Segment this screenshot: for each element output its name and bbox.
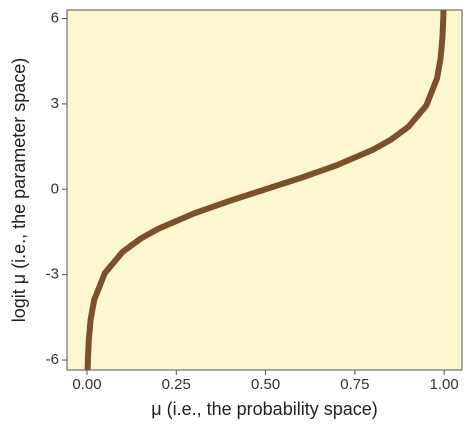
plot-area bbox=[84, 10, 447, 370]
line bbox=[84, 10, 447, 370]
x-tick-label: 0.00 bbox=[72, 376, 101, 393]
y-tick-label: 0 bbox=[51, 180, 59, 197]
y-tick-label: -6 bbox=[46, 351, 59, 368]
y-tick-label: 3 bbox=[51, 95, 59, 112]
x-tick-label: 0.75 bbox=[340, 376, 369, 393]
x-tick-label: 0.25 bbox=[162, 376, 191, 393]
y-axis-title: logit μ (i.e., the parameter space) bbox=[9, 58, 29, 323]
y-tick-label: -3 bbox=[46, 266, 59, 283]
x-axis-title: μ (i.e., the probability space) bbox=[151, 399, 377, 419]
y-tick-label: 6 bbox=[51, 10, 59, 27]
plot-border bbox=[66, 9, 463, 371]
x-tick-label: 0.50 bbox=[251, 376, 280, 393]
x-tick-label: 1.00 bbox=[430, 376, 459, 393]
